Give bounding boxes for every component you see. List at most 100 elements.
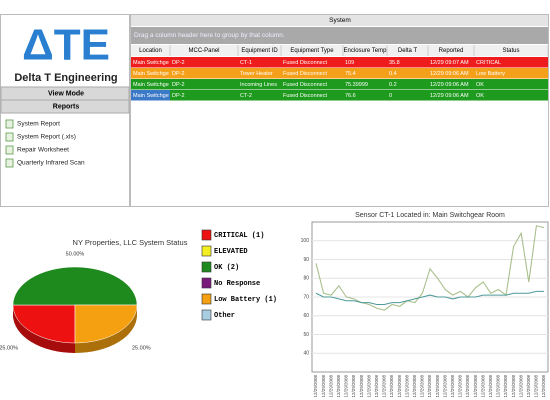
- grid-cell: CT-1: [240, 60, 252, 66]
- x-tick-label: 12/29/2008: [427, 375, 432, 398]
- grid-cell: Main Switchge: [133, 82, 169, 88]
- header-row: [131, 45, 548, 56]
- grid-cell: Low Battery: [476, 71, 505, 77]
- x-tick-label: 12/29/2008: [465, 375, 470, 398]
- x-tick-label: 12/29/2008: [526, 375, 531, 398]
- reports[interactable]: Reports: [53, 103, 80, 110]
- column-header[interactable]: MCC-Panel: [188, 48, 219, 54]
- grid-cell: 0.2: [389, 82, 397, 88]
- grid-cell: OK: [476, 82, 484, 88]
- grid-cell: Main Switchge: [133, 93, 169, 99]
- x-tick-label: 12/29/2008: [366, 375, 371, 398]
- legend-label: Low Battery (1): [214, 296, 277, 304]
- x-tick-label: 12/29/2008: [435, 375, 440, 398]
- legend-swatch: [201, 245, 212, 257]
- x-tick-label: 12/29/2008: [412, 375, 417, 398]
- grid-cell: 12/29 09:06 AM: [430, 93, 469, 99]
- column-header[interactable]: Location: [139, 48, 162, 54]
- y-tick-label: 40: [303, 351, 309, 357]
- x-tick-label: 12/29/2008: [488, 375, 493, 398]
- column-header[interactable]: Status: [502, 48, 519, 54]
- x-tick-label: 12/29/2008: [473, 375, 478, 398]
- report-link[interactable]: System Report (.xls): [17, 134, 76, 141]
- grid-cell: DP-2: [172, 82, 185, 88]
- grid-cell: 0.4: [389, 71, 397, 77]
- legend-label: ELEVATED: [214, 248, 248, 256]
- x-tick-label: 12/29/2008: [389, 375, 394, 398]
- x-tick-label: 12/29/2008: [518, 375, 523, 398]
- grid-row[interactable]: [131, 57, 548, 68]
- grid-cell: 75.4: [345, 71, 356, 77]
- grid-cell: DP-2: [172, 60, 185, 66]
- x-tick-label: 12/29/2008: [541, 375, 546, 398]
- grid-title: System: [329, 17, 351, 24]
- selected-cell: [131, 90, 170, 101]
- report-link[interactable]: Quarterly Infrared Scan: [17, 160, 85, 167]
- column-header[interactable]: Delta T: [398, 48, 418, 54]
- x-tick-label: 12/29/2008: [480, 375, 485, 398]
- reports-bar[interactable]: [0, 99, 130, 114]
- column-header[interactable]: Enclosure Temp: [344, 48, 388, 54]
- column-header[interactable]: Equipment ID: [241, 48, 278, 54]
- grid-row[interactable]: [131, 68, 548, 79]
- legend-label: CRITICAL (1): [214, 232, 264, 240]
- y-tick-label: 50: [303, 332, 309, 338]
- y-tick-label: 90: [303, 257, 309, 263]
- grid-cell: 12/29 09:06 AM: [430, 71, 469, 77]
- x-tick-label: 12/29/2008: [442, 375, 447, 398]
- group-box: [131, 27, 548, 44]
- pie-label: 25.00%: [0, 345, 18, 351]
- x-tick-label: 12/29/2008: [503, 375, 508, 398]
- report-icon: [5, 119, 14, 129]
- logo: ΔTE: [22, 21, 110, 70]
- pie-label: 50.00%: [66, 251, 85, 257]
- x-tick-label: 12/29/2008: [458, 375, 463, 398]
- x-tick-label: 12/29/2008: [420, 375, 425, 398]
- grid-cell: 35.8: [389, 60, 400, 66]
- x-tick-label: 12/29/2008: [511, 375, 516, 398]
- column-header[interactable]: Reported: [439, 48, 464, 54]
- legend-label: Other: [214, 312, 235, 320]
- x-tick-label: 12/29/2008: [382, 375, 387, 398]
- report-link[interactable]: System Report: [17, 121, 60, 128]
- grid-titlebar: [131, 15, 548, 26]
- pie-label: 25.00%: [132, 345, 151, 351]
- pie-slice[interactable]: [74, 304, 138, 344]
- report-link[interactable]: Repair Worksheet: [17, 147, 69, 154]
- grid-row[interactable]: [131, 79, 548, 90]
- line-title: Sensor CT-1 Located in: Main Switchgear …: [355, 212, 505, 219]
- x-tick-label: 12/29/2008: [374, 375, 379, 398]
- x-tick-label: 12/29/2008: [344, 375, 349, 398]
- x-tick-label: 12/29/2008: [359, 375, 364, 398]
- pie-title: NY Properties, LLC System Status: [73, 238, 188, 247]
- x-tick-label: 12/29/2008: [496, 375, 501, 398]
- pie-slice[interactable]: [12, 304, 76, 344]
- legend-swatch: [201, 309, 212, 321]
- series-line: [315, 290, 544, 306]
- legend-label: OK (2): [214, 264, 239, 272]
- view-mode[interactable]: View Mode: [48, 90, 84, 97]
- y-tick-label: 80: [303, 276, 309, 282]
- grid-cell: 109: [345, 60, 354, 66]
- x-tick-label: 12/29/2008: [313, 375, 318, 398]
- grid-cell: 75.39999: [345, 82, 368, 88]
- x-tick-label: 12/29/2008: [321, 375, 326, 398]
- x-tick-label: 12/29/2008: [450, 375, 455, 398]
- x-tick-label: 12/29/2008: [534, 375, 539, 398]
- grid-cell: 0: [389, 93, 392, 99]
- legend-swatch: [201, 277, 212, 289]
- y-tick-label: 60: [303, 313, 309, 319]
- grid-row[interactable]: [131, 90, 548, 101]
- grid-cell: DP-2: [172, 71, 185, 77]
- legend-label: No Response: [214, 280, 260, 288]
- legend-swatch: [201, 229, 212, 241]
- grid-cell: Fused Disconnect: [283, 82, 327, 88]
- grid-cell: Main Switchge: [133, 71, 169, 77]
- grid-cell: CT-2: [240, 93, 252, 99]
- grid-cell: DP-2: [172, 93, 185, 99]
- x-tick-label: 12/29/2008: [351, 375, 356, 398]
- column-header[interactable]: Equipment Type: [290, 48, 334, 54]
- pie-slice[interactable]: [12, 266, 138, 306]
